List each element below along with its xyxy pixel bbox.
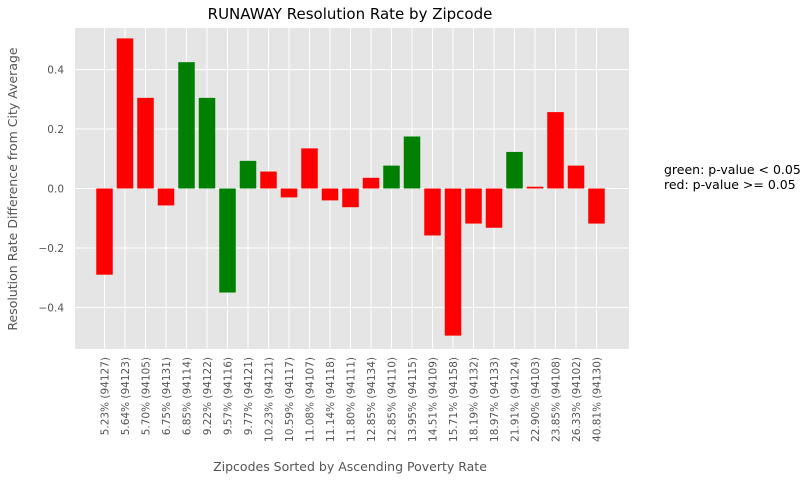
bar xyxy=(219,188,236,293)
bar xyxy=(157,188,175,206)
bar xyxy=(506,151,523,189)
x-tick-label: 12.85% (94134) xyxy=(366,357,378,442)
bar xyxy=(424,188,441,236)
y-tick-label: 0.4 xyxy=(47,65,64,77)
x-tick-label: 18.19% (94132) xyxy=(469,357,481,442)
x-tick-label: 14.51% (94109) xyxy=(428,357,440,442)
x-tick-label: 5.23% (94127) xyxy=(100,357,112,435)
bar xyxy=(567,165,585,189)
bar xyxy=(588,188,605,224)
bar xyxy=(485,188,503,228)
chart-title: RUNAWAY Resolution Rate by Zipcode xyxy=(208,5,493,23)
legend-note-red: red: p-value >= 0.05 xyxy=(664,177,796,192)
y-tick-label: −0.4 xyxy=(39,302,65,314)
x-tick-label: 15.71% (94158) xyxy=(448,357,460,442)
bars xyxy=(96,38,605,336)
bar xyxy=(321,188,339,201)
x-tick-label: 9.57% (94116) xyxy=(223,357,235,435)
y-tick-label: 0.0 xyxy=(47,184,64,196)
x-tick-label: 23.85% (94108) xyxy=(551,357,563,442)
x-tick-label: 22.90% (94103) xyxy=(530,357,542,442)
x-tick-label: 11.14% (94118) xyxy=(325,357,337,442)
x-tick-labels: 5.23% (94127) 5.64% (94123) 5.70% (94105) 6… xyxy=(100,357,604,442)
x-tick-label: 6.85% (94114) xyxy=(182,357,194,435)
bar xyxy=(137,97,154,189)
bar xyxy=(547,112,564,189)
bar xyxy=(198,97,216,189)
bar xyxy=(301,148,318,189)
bar xyxy=(239,160,257,189)
x-tick-label: 11.08% (94107) xyxy=(305,357,317,442)
x-tick-label: 11.80% (94111) xyxy=(346,357,358,442)
x-tick-label: 13.95% (94115) xyxy=(407,357,419,442)
x-tick-label: 12.85% (94110) xyxy=(387,357,399,442)
bar xyxy=(178,62,195,189)
x-tick-label: 5.70% (94105) xyxy=(141,357,153,435)
x-tick-label: 5.64% (94123) xyxy=(120,357,132,435)
x-tick-label: 10.23% (94121) xyxy=(264,357,276,442)
bar xyxy=(342,188,359,208)
bar xyxy=(280,188,298,198)
bar xyxy=(465,188,482,224)
y-tick-label: 0.2 xyxy=(47,124,64,136)
x-tick-label: 21.91% (94124) xyxy=(510,357,522,442)
bar xyxy=(444,188,462,336)
legend-note-green: green: p-value < 0.05 xyxy=(664,162,801,177)
y-tick-labels: −0.4 −0.2 0.0 0.2 0.4 xyxy=(39,65,65,315)
bar xyxy=(362,177,380,189)
x-tick-label: 18.97% (94133) xyxy=(489,357,501,442)
x-tick-label: 10.59% (94117) xyxy=(284,357,296,442)
y-tick-label: −0.2 xyxy=(39,243,65,255)
x-tick-label: 26.33% (94102) xyxy=(571,357,583,442)
x-tick-label: 6.75% (94131) xyxy=(161,357,173,435)
bar xyxy=(96,188,113,275)
y-axis-label: Resolution Rate Difference from City Ave… xyxy=(5,47,20,331)
bar xyxy=(526,186,544,189)
bar xyxy=(383,165,400,189)
bar xyxy=(260,171,277,189)
x-tick-label: 9.77% (94121) xyxy=(243,357,255,435)
bar xyxy=(403,136,421,189)
x-tick-label: 9.22% (94122) xyxy=(202,357,214,435)
x-axis-label: Zipcodes Sorted by Ascending Poverty Rat… xyxy=(213,459,487,474)
bar xyxy=(116,38,134,189)
x-tick-label: 40.81% (94130) xyxy=(592,357,604,442)
